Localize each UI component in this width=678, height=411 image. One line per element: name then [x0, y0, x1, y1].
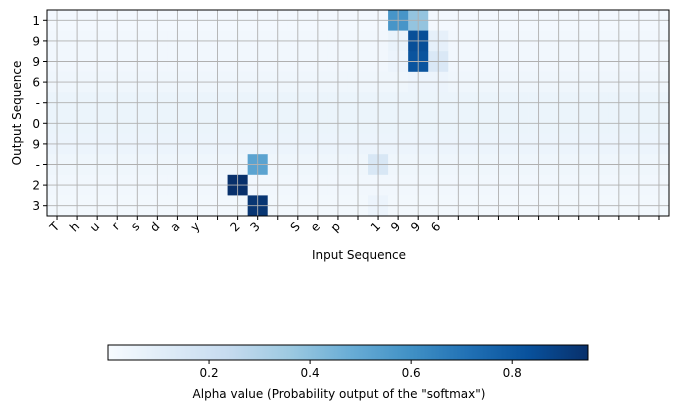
- x-tick-label: h: [67, 219, 82, 234]
- y-axis-ticks: 1 9 9 6 - 0 9 - 2 3: [32, 14, 47, 213]
- colorbar-tick-label: 0.2: [200, 366, 219, 380]
- x-tick-label: y: [188, 219, 203, 234]
- x-tick-label: 6: [428, 219, 443, 234]
- x-tick-label: p: [328, 219, 343, 234]
- x-tick-label: r: [109, 219, 122, 232]
- colorbar-ticks: 0.2 0.4 0.6 0.8: [200, 360, 522, 380]
- x-tick-label: 1: [368, 219, 383, 234]
- y-tick-label: 3: [32, 199, 40, 213]
- x-tick-label: a: [167, 219, 182, 234]
- x-tick-label: T: [46, 219, 62, 235]
- x-tick-label: 9: [408, 219, 423, 234]
- colorbar-tick-label: 0.6: [402, 366, 421, 380]
- y-axis-label: Output Sequence: [10, 61, 24, 166]
- y-tick-label: 0: [32, 117, 40, 131]
- y-tick-label: -: [36, 158, 40, 172]
- x-tick-label: e: [308, 219, 323, 234]
- y-tick-label: 2: [32, 179, 40, 193]
- y-tick-label: 6: [32, 76, 40, 90]
- x-axis-label: Input Sequence: [312, 248, 406, 262]
- colorbar-label: Alpha value (Probability output of the "…: [193, 387, 486, 401]
- x-tick-label: 2: [227, 219, 242, 234]
- heatmap-grid: [47, 10, 669, 216]
- colorbar: [107, 344, 589, 361]
- x-tick-label: S: [288, 219, 303, 234]
- x-tick-label: d: [147, 219, 162, 234]
- colorbar-tick-label: 0.8: [503, 366, 522, 380]
- y-tick-label: -: [36, 96, 40, 110]
- x-tick-label: 3: [247, 219, 262, 234]
- y-tick-label: 9: [32, 55, 40, 69]
- x-tick-label: 9: [388, 219, 403, 234]
- x-tick-label: u: [87, 219, 102, 234]
- y-tick-label: 9: [32, 137, 40, 151]
- y-tick-label: 9: [32, 34, 40, 48]
- x-tick-label: s: [128, 219, 142, 233]
- y-tick-label: 1: [32, 14, 40, 28]
- colorbar-tick-label: 0.4: [301, 366, 320, 380]
